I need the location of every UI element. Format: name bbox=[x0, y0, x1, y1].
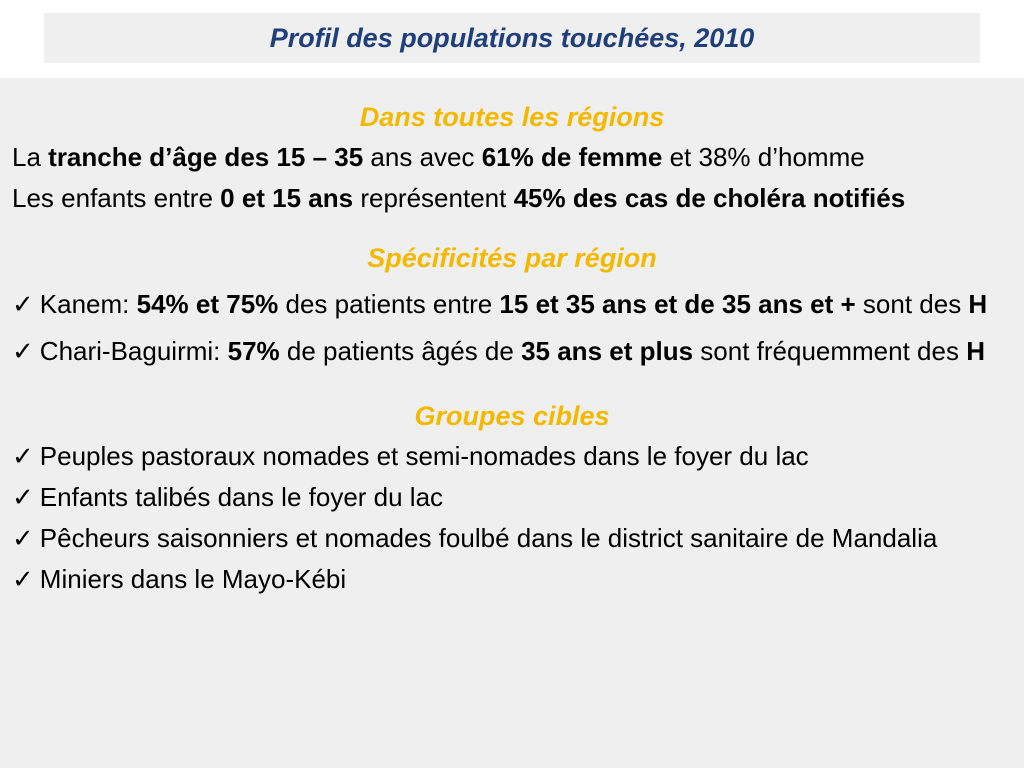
list-item: ✓ Pêcheurs saisonniers et nomades foulbé … bbox=[12, 518, 1012, 559]
list-item: ✓ Enfants talibés dans le foyer du lac bbox=[12, 477, 1012, 518]
section-by-region: Spécificités par région ✓ Kanem: 54% et 7… bbox=[12, 238, 1012, 372]
check-icon: ✓ bbox=[12, 523, 34, 553]
section-heading: Dans toutes les régions bbox=[359, 102, 665, 132]
section-heading: Groupes cibles bbox=[414, 401, 610, 431]
list-item: ✓ Chari-Baguirmi: 57% de patients âgés de… bbox=[12, 331, 1012, 372]
section-all-regions: Dans toutes les régions La tranche d’âge… bbox=[12, 97, 1012, 219]
check-icon: ✓ bbox=[12, 441, 34, 471]
list-item: ✓ Miniers dans le Mayo-Kébi bbox=[12, 559, 1012, 600]
title-bar: Profil des populations touchées, 2010 bbox=[44, 13, 980, 63]
list-item: ✓ Peuples pastoraux nomades et semi-nomad… bbox=[12, 436, 1012, 477]
check-icon: ✓ bbox=[12, 289, 34, 319]
check-icon: ✓ bbox=[12, 336, 34, 366]
list-item: ✓ Kanem: 54% et 75% des patients entre 15… bbox=[12, 284, 1012, 325]
check-icon: ✓ bbox=[12, 482, 34, 512]
age-range-statement: La tranche d’âge des 15 – 35 ans avec 61… bbox=[12, 142, 865, 172]
page-title: Profil des populations touchées, 2010 bbox=[269, 22, 755, 53]
section-heading: Spécificités par région bbox=[367, 243, 657, 273]
section-target-groups: Groupes cibles ✓ Peuples pastoraux nomade… bbox=[12, 396, 1012, 600]
check-icon: ✓ bbox=[12, 564, 34, 594]
slide-content: Dans toutes les régions La tranche d’âge… bbox=[0, 78, 1024, 768]
children-statement: Les enfants entre 0 et 15 ans représente… bbox=[12, 183, 906, 213]
